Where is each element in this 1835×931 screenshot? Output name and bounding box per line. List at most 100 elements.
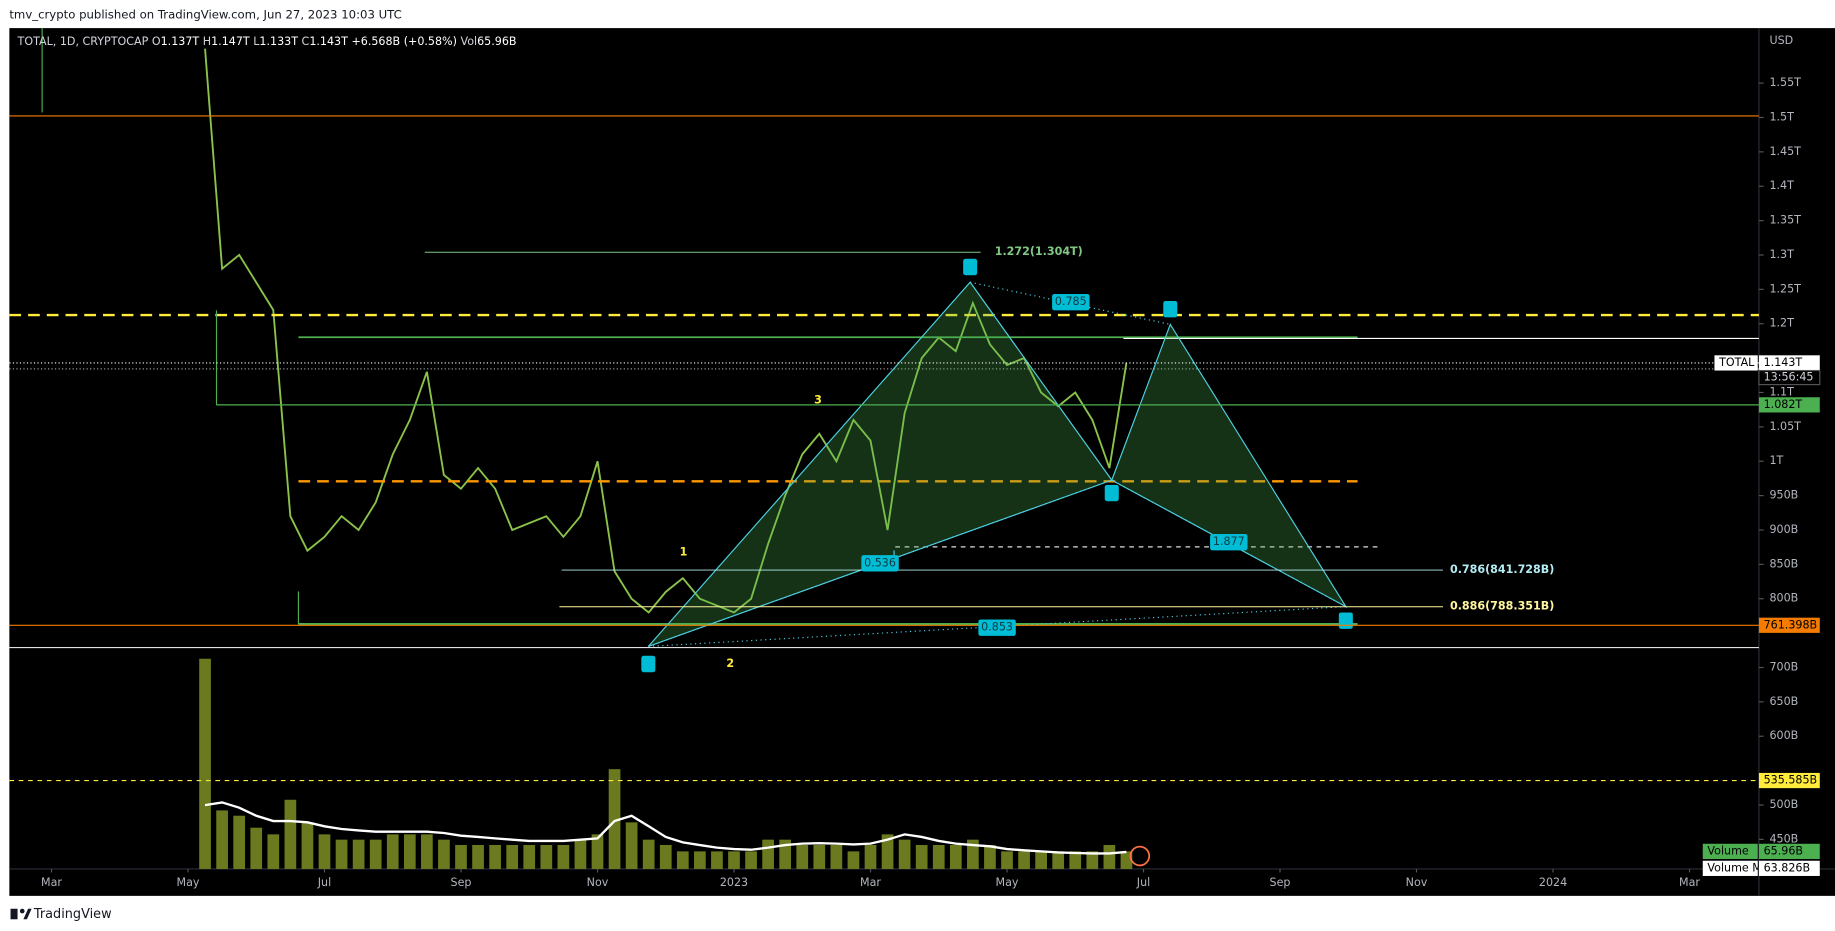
x-tick-label: Nov bbox=[1406, 876, 1428, 889]
volume-bar bbox=[199, 658, 211, 869]
volume-bar bbox=[574, 839, 587, 869]
price-tag-label: 1.082T bbox=[1764, 398, 1803, 411]
volume-bar bbox=[301, 822, 314, 869]
y-tick-label: 1.45T bbox=[1769, 145, 1801, 158]
volume-bar bbox=[250, 827, 263, 869]
volume-bar bbox=[864, 844, 877, 869]
ratio-box bbox=[978, 619, 1016, 636]
y-tick-label: 1.2T bbox=[1769, 317, 1794, 330]
pattern-point bbox=[641, 655, 656, 673]
volume-bar bbox=[386, 834, 399, 869]
pattern-point bbox=[1338, 612, 1353, 629]
volume-bar bbox=[1001, 851, 1013, 869]
wave-label: 2 bbox=[726, 657, 734, 670]
volume-key: Vol bbox=[461, 35, 478, 48]
logo-part bbox=[23, 908, 32, 920]
volume-bar bbox=[847, 851, 860, 869]
countdown-box bbox=[1758, 369, 1821, 386]
fib-label: 1.272(1.304T) bbox=[995, 245, 1083, 258]
x-tick-label: Jul bbox=[317, 876, 331, 889]
legend: TOTAL, 1D, CRYPTOCAP O1.137T H1.147T L1.… bbox=[17, 35, 517, 48]
footer-brand: TradingView bbox=[33, 907, 112, 922]
volume-bar bbox=[796, 844, 809, 869]
ohlc-value: 1.133T bbox=[259, 35, 298, 48]
x-tick-label: Sep bbox=[451, 876, 472, 889]
price-line bbox=[204, 48, 1128, 614]
y-tick-label: 650B bbox=[1769, 695, 1798, 708]
volume-bar bbox=[438, 839, 450, 869]
y-tick-label: 1.5T bbox=[1769, 110, 1794, 123]
price-tag-label: 535.585B bbox=[1764, 774, 1818, 787]
change: +6.568B (+0.58%) bbox=[351, 35, 457, 48]
volume-tag-name: Volume MA bbox=[1707, 861, 1769, 874]
volume-bar bbox=[984, 844, 996, 869]
price-tag bbox=[1758, 355, 1820, 371]
y-tick-label: 900B bbox=[1769, 523, 1798, 536]
volume-bar bbox=[881, 834, 894, 869]
volume-bar bbox=[659, 844, 672, 869]
y-tick-label: 1.25T bbox=[1769, 282, 1801, 295]
axis-unit: USD bbox=[1769, 34, 1793, 47]
series-tag-label: TOTAL bbox=[1718, 356, 1755, 369]
volume-bar bbox=[676, 851, 689, 869]
volume-tag-label: 65.96B bbox=[1764, 844, 1803, 857]
ohlc-value: 1.137T bbox=[161, 35, 200, 48]
volume-bar bbox=[318, 834, 331, 869]
x-tick-label: Mar bbox=[41, 876, 62, 889]
x-tick-label: Nov bbox=[587, 876, 609, 889]
volume-tag-name-box bbox=[1702, 860, 1758, 876]
volume-bar bbox=[557, 844, 570, 869]
pattern-point bbox=[1163, 300, 1178, 318]
volume-bar bbox=[352, 839, 365, 869]
y-tick-label: 1.3T bbox=[1769, 248, 1794, 261]
volume-bar bbox=[335, 839, 348, 869]
volume-bar bbox=[523, 844, 536, 869]
volume-bar bbox=[608, 769, 621, 869]
volume-bar bbox=[267, 834, 280, 869]
fib-label: 0.886(788.351B) bbox=[1450, 600, 1554, 613]
ratio-box bbox=[1052, 293, 1090, 311]
volume-tag-label: 63.826B bbox=[1764, 861, 1810, 874]
y-tick-label: 1.35T bbox=[1769, 214, 1801, 227]
series-tag bbox=[1714, 355, 1758, 371]
volume-bar bbox=[813, 844, 826, 869]
price-tag-label: 1.143T bbox=[1764, 356, 1803, 369]
y-tick-label: 950B bbox=[1769, 489, 1798, 502]
ohlc-key: O bbox=[152, 35, 161, 48]
countdown: 13:56:45 bbox=[1764, 371, 1814, 384]
volume-bar bbox=[898, 839, 911, 869]
volume-bar bbox=[1103, 844, 1116, 869]
x-tick-label: May bbox=[996, 876, 1019, 889]
volume-bar bbox=[711, 851, 723, 869]
price-tag-label: 761.398B bbox=[1764, 618, 1818, 631]
volume-bar bbox=[540, 844, 553, 869]
price-tag bbox=[1758, 397, 1820, 413]
y-tick-label: 850B bbox=[1769, 557, 1798, 570]
volume-bar bbox=[762, 839, 774, 869]
ratio-label: 1.877 bbox=[1213, 535, 1245, 548]
volume-bar bbox=[369, 839, 382, 869]
x-tick-label: May bbox=[177, 876, 200, 889]
x-tick-label: 2024 bbox=[1539, 876, 1567, 889]
x-tick-label: Sep bbox=[1270, 876, 1291, 889]
volume-bar bbox=[694, 851, 706, 869]
x-tick-label: 2023 bbox=[720, 876, 748, 889]
ohlc-key: H bbox=[203, 35, 211, 48]
volume-bar bbox=[284, 799, 297, 869]
y-tick-label: 450B bbox=[1769, 832, 1798, 845]
footer: TradingView bbox=[10, 907, 112, 922]
fib-label: 0.786(841.728B) bbox=[1450, 563, 1554, 576]
volume-tag-box bbox=[1758, 860, 1820, 876]
publish-header: tmv_crypto published on TradingView.com,… bbox=[9, 8, 401, 22]
alert-icon[interactable] bbox=[1129, 845, 1151, 867]
y-tick-label: 600B bbox=[1769, 729, 1798, 742]
price-tag bbox=[1758, 617, 1820, 633]
volume-bar bbox=[216, 810, 228, 869]
ohlc-value: 1.143T bbox=[309, 35, 348, 48]
ratio-box bbox=[1210, 534, 1248, 551]
volume-bar bbox=[455, 844, 467, 869]
volume-bar bbox=[745, 851, 757, 869]
volume-bar bbox=[642, 839, 655, 869]
volume-bar bbox=[1052, 851, 1065, 869]
wave-label: 3 bbox=[814, 394, 822, 407]
